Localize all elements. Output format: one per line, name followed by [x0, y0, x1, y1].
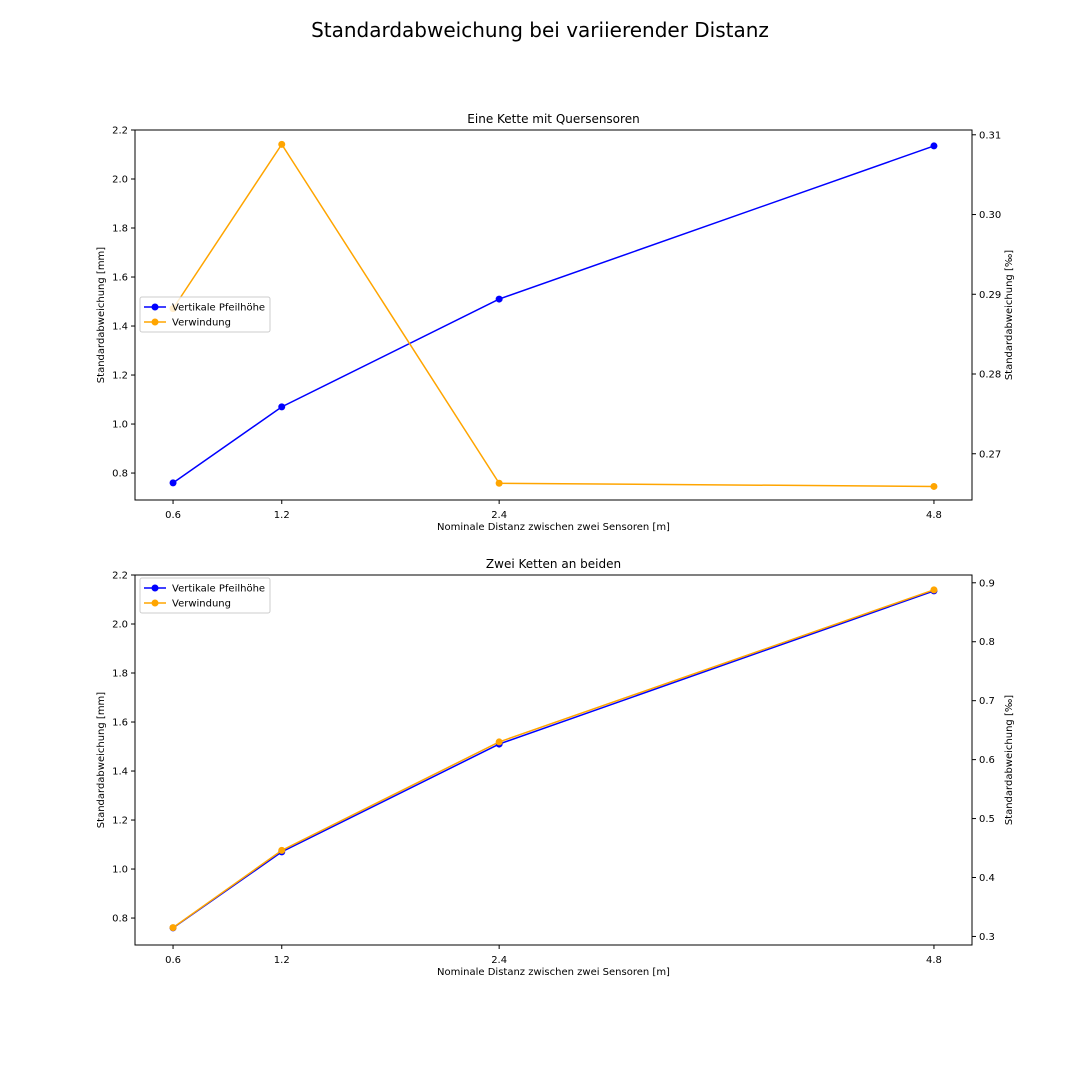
y-right-tick-label: 0.5	[979, 814, 995, 825]
y-tick-label: 1.8	[112, 669, 128, 680]
y-tick-label: 1.6	[112, 273, 128, 284]
y-tick-label: 0.8	[112, 914, 128, 925]
chart-panel-2: Zwei Ketten an beiden 0.6 1.2 2.4 4.8 Nominal…	[96, 557, 1015, 978]
data-point-vertikale-pfeilh-he	[169, 479, 177, 487]
y-right-tick-label: 0.30	[979, 210, 1001, 221]
y-tick-label: 1.6	[112, 718, 128, 729]
y-right-tick-label: 0.4	[979, 873, 995, 884]
data-point-vertikale-pfeilh-he	[278, 403, 286, 411]
legend-entry: Vertikale Pfeilhöhe	[172, 584, 265, 595]
data-point-verwindung	[278, 140, 286, 148]
series-line-vertikale-pfeilh-he	[172, 590, 935, 929]
y-right-tick-label: 0.31	[979, 130, 1001, 141]
data-point-verwindung	[169, 924, 177, 932]
data-point-vertikale-pfeilh-he	[495, 295, 503, 303]
y-tick-label: 1.2	[112, 371, 128, 382]
y-right-tick-label: 0.3	[979, 932, 995, 943]
y-tick-label: 2.2	[112, 571, 128, 582]
data-point-verwindung	[930, 586, 938, 594]
series-line-vertikale-pfeilh-he	[172, 145, 935, 484]
y-axis-label: Standardabweichung [mm]	[96, 692, 107, 829]
y-tick-label: 2.0	[112, 175, 128, 186]
legend-entry: Verwindung	[172, 318, 231, 329]
figure-title: Standardabweichung bei variierender Dist…	[311, 18, 769, 42]
x-tick-label: 4.8	[926, 955, 942, 966]
series-line-verwindung	[172, 589, 935, 929]
data-point-verwindung	[495, 479, 503, 487]
x-tick-label: 2.4	[491, 510, 507, 521]
legend-swatch-marker	[151, 584, 159, 592]
data-point-verwindung	[495, 738, 503, 746]
series-line-verwindung	[172, 142, 934, 488]
y-right-tick-label: 0.27	[979, 449, 1001, 460]
legend-entry: Vertikale Pfeilhöhe	[172, 303, 265, 314]
y-right-tick-label: 0.7	[979, 696, 995, 707]
x-axis-label: Nominale Distanz zwischen zwei Sensoren …	[437, 522, 670, 533]
chart-panel-1: Eine Kette mit Quersensoren 0.6 1.2 2.4 4.8 N…	[96, 112, 1015, 533]
x-tick-label: 4.8	[926, 510, 942, 521]
data-point-vertikale-pfeilh-he	[930, 142, 938, 150]
y-axis-label: Standardabweichung [mm]	[96, 247, 107, 384]
y-right-axis-label: Standardabweichung [‰]	[1004, 695, 1015, 825]
y-tick-label: 1.0	[112, 865, 128, 876]
plot-frame	[134, 129, 973, 501]
y-tick-label: 1.0	[112, 420, 128, 431]
y-tick-label: 1.4	[112, 322, 128, 333]
legend-box	[139, 296, 271, 333]
x-tick-label: 2.4	[491, 955, 507, 966]
y-right-tick-label: 0.29	[979, 290, 1001, 301]
x-axis-label: Nominale Distanz zwischen zwei Sensoren …	[437, 967, 670, 978]
x-tick-label: 0.6	[165, 955, 181, 966]
x-tick-label: 1.2	[274, 955, 290, 966]
chart-title: Zwei Ketten an beiden	[486, 557, 621, 571]
y-tick-label: 1.4	[112, 767, 128, 778]
plot-frame	[134, 574, 973, 946]
y-tick-label: 2.2	[112, 126, 128, 137]
data-point-verwindung	[930, 482, 938, 490]
legend-swatch-marker	[151, 599, 159, 607]
y-right-axis-label: Standardabweichung [‰]	[1004, 250, 1015, 380]
y-tick-label: 2.0	[112, 620, 128, 631]
legend-box	[139, 577, 271, 614]
y-tick-label: 1.8	[112, 224, 128, 235]
y-tick-label: 0.8	[112, 469, 128, 480]
y-right-tick-label: 0.6	[979, 755, 995, 766]
y-right-tick-label: 0.28	[979, 370, 1001, 381]
y-right-tick-label: 0.8	[979, 637, 995, 648]
x-tick-label: 0.6	[165, 510, 181, 521]
legend-entry: Verwindung	[172, 599, 231, 610]
chart-title: Eine Kette mit Quersensoren	[467, 112, 639, 126]
x-tick-label: 1.2	[274, 510, 290, 521]
legend-swatch-marker	[151, 318, 159, 326]
legend-swatch-marker	[151, 303, 159, 311]
y-right-tick-label: 0.9	[979, 578, 995, 589]
y-tick-label: 1.2	[112, 816, 128, 827]
data-point-verwindung	[278, 846, 286, 854]
